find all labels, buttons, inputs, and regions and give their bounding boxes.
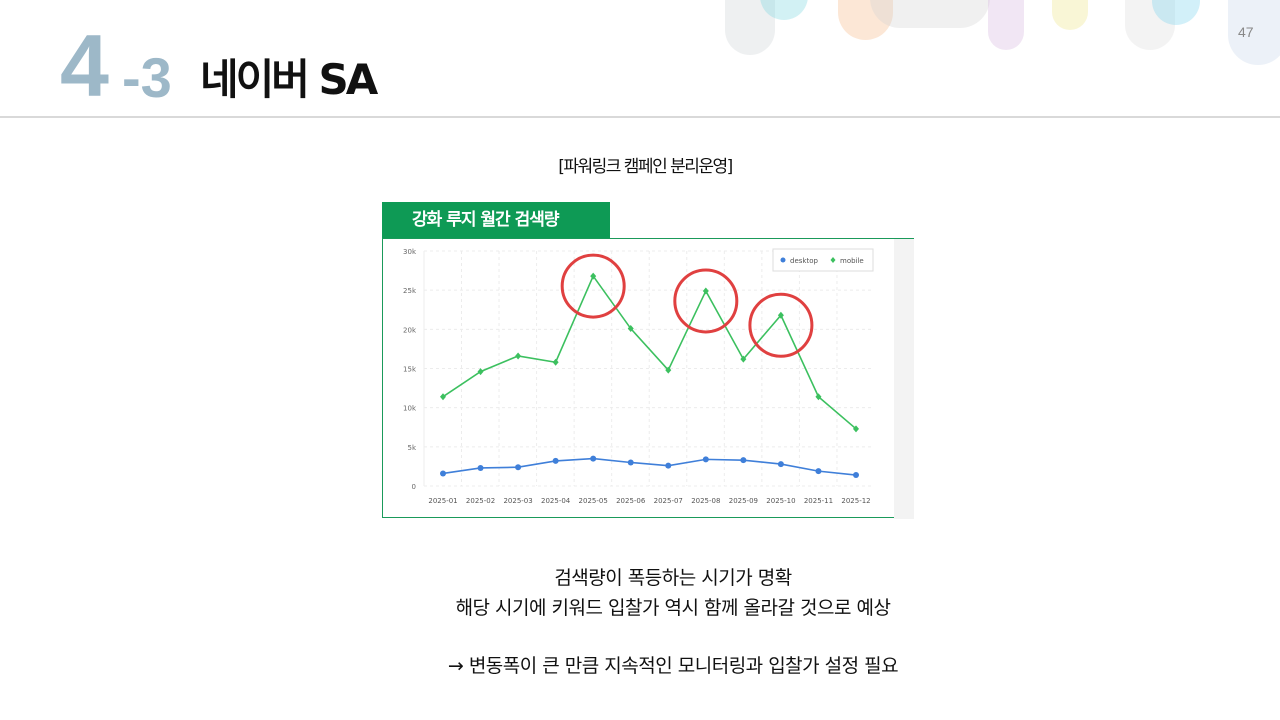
data-point-desktop bbox=[777, 461, 784, 468]
x-tick-label: 2025-02 bbox=[466, 497, 495, 505]
x-tick-label: 2025-05 bbox=[579, 497, 608, 505]
data-point-desktop bbox=[815, 468, 822, 475]
data-point-mobile bbox=[515, 352, 522, 360]
data-point-desktop bbox=[477, 464, 484, 471]
data-point-desktop bbox=[665, 462, 672, 469]
side-strip bbox=[894, 239, 914, 519]
data-point-desktop bbox=[627, 459, 634, 466]
data-point-desktop bbox=[853, 472, 859, 479]
slide-title: 네이버 SA bbox=[200, 55, 378, 104]
data-point-mobile bbox=[477, 368, 484, 376]
x-tick-label: 2025-12 bbox=[841, 497, 870, 505]
series-line-desktop bbox=[442, 457, 857, 476]
y-tick-label: 15k bbox=[403, 366, 417, 374]
data-point-desktop bbox=[740, 457, 747, 464]
data-point-desktop bbox=[552, 457, 559, 464]
section-number-minor: -3 bbox=[122, 46, 172, 109]
x-tick-label: 2025-11 bbox=[804, 497, 833, 505]
legend-label: desktop bbox=[790, 257, 818, 265]
body-line-1: 검색량이 폭등하는 시기가 명확 bbox=[554, 567, 792, 589]
decor-shape bbox=[1228, 0, 1280, 65]
data-point-mobile bbox=[590, 272, 597, 280]
x-tick-label: 2025-03 bbox=[503, 497, 532, 505]
x-tick-label: 2025-10 bbox=[766, 497, 795, 505]
data-point-mobile bbox=[815, 393, 822, 401]
data-point-mobile bbox=[702, 287, 709, 295]
x-tick-label: 2025-01 bbox=[428, 497, 457, 505]
decor-shape bbox=[1052, 0, 1088, 30]
decor-shape bbox=[870, 0, 990, 28]
legend-marker-desktop bbox=[780, 257, 786, 263]
y-tick-label: 25k bbox=[403, 287, 417, 295]
highlight-circle bbox=[673, 268, 739, 334]
x-tick-label: 2025-04 bbox=[541, 497, 571, 505]
y-tick-label: 10k bbox=[403, 405, 417, 413]
highlight-circle bbox=[748, 292, 814, 358]
body-line-3: → 변동폭이 큰 만큼 지속적인 모니터링과 입찰가 설정 필요 bbox=[447, 655, 899, 677]
y-tick-label: 0 bbox=[412, 483, 416, 491]
section-number-major: 4 bbox=[60, 16, 109, 115]
slide-subtitle: [파워링크 캠페인 분리운영] bbox=[558, 157, 733, 177]
page-number: 47 bbox=[1238, 24, 1254, 40]
x-tick-label: 2025-08 bbox=[691, 497, 720, 505]
data-point-mobile bbox=[665, 366, 672, 374]
data-point-desktop bbox=[702, 456, 709, 463]
legend-label: mobile bbox=[840, 257, 864, 265]
data-point-mobile bbox=[440, 393, 446, 401]
line-chart: 0 5k 10k 15k 20k 25k 30k 2025-01 2025-02 2025-03 2… bbox=[403, 239, 914, 519]
decor-shape bbox=[1125, 0, 1175, 50]
data-point-mobile bbox=[853, 425, 859, 433]
legend-marker-mobile bbox=[830, 257, 836, 263]
data-point-mobile bbox=[740, 355, 747, 363]
legend: desktop mobile bbox=[772, 248, 874, 272]
data-point-desktop bbox=[515, 464, 522, 471]
data-point-desktop bbox=[440, 470, 446, 477]
data-point-desktop bbox=[590, 455, 597, 462]
body-line-2: 해당 시기에 키워드 입찰가 역시 함께 올라갈 것으로 예상 bbox=[455, 597, 891, 619]
decor-shape bbox=[725, 0, 775, 55]
chart-container: 0 5k 10k 15k 20k 25k 30k 2025-01 2025-02 2025-03 2… bbox=[382, 238, 914, 519]
decor-shape bbox=[760, 0, 808, 20]
data-point-mobile bbox=[777, 311, 784, 319]
decor-shape bbox=[988, 0, 1024, 50]
highlight-circle bbox=[560, 253, 626, 319]
legend-box bbox=[772, 248, 874, 272]
divider bbox=[0, 116, 1280, 118]
y-tick-label: 20k bbox=[403, 326, 417, 334]
data-point-mobile bbox=[552, 358, 559, 366]
chart-tab-label: 강화 루지 월간 검색량 bbox=[382, 202, 610, 239]
data-point-mobile bbox=[627, 325, 634, 333]
series-line-mobile bbox=[442, 274, 857, 430]
y-tick-label: 30k bbox=[403, 248, 417, 256]
x-tick-label: 2025-07 bbox=[654, 497, 683, 505]
x-tick-label: 2025-09 bbox=[729, 497, 758, 505]
x-tick-label: 2025-06 bbox=[616, 497, 646, 505]
y-tick-label: 5k bbox=[407, 444, 416, 452]
